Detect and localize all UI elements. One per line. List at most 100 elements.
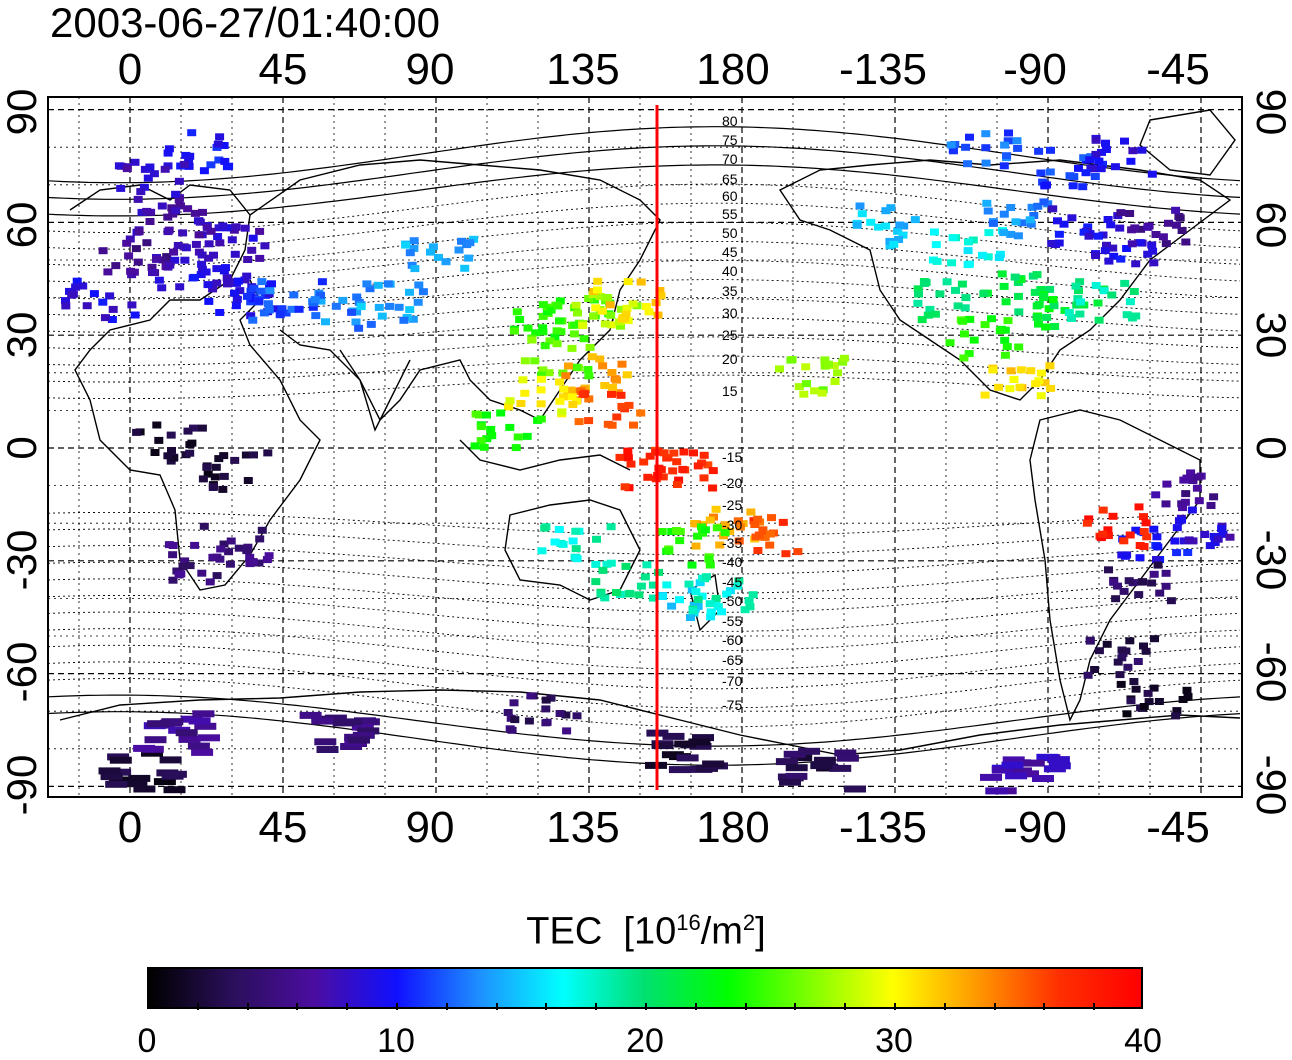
- tec-cell: [111, 262, 121, 270]
- tec-cell: [1110, 163, 1120, 171]
- tec-cell: [546, 694, 556, 702]
- tec-cell: [1074, 287, 1083, 295]
- tec-cell: [426, 248, 435, 256]
- tec-cell: [981, 130, 991, 138]
- tec-cell: [401, 241, 411, 249]
- tec-cell: [1170, 537, 1180, 545]
- colorbar-tick-label: 0: [137, 1022, 157, 1060]
- tec-cell: [1000, 141, 1010, 149]
- tec-cell: [377, 312, 387, 320]
- tec-cell: [196, 271, 206, 279]
- tec-cell: [783, 750, 806, 758]
- tec-cell: [687, 561, 697, 569]
- tec-cell: [963, 247, 973, 255]
- tec-cell: [294, 305, 304, 313]
- tec-cell: [708, 484, 718, 492]
- tec-cell: [248, 558, 258, 566]
- tec-cell: [175, 729, 198, 737]
- tec-cell: [1151, 231, 1161, 238]
- mlat-contour: [47, 594, 1241, 632]
- tec-cell: [240, 224, 250, 232]
- tec-cell: [895, 221, 905, 229]
- tec-cell: [366, 320, 376, 328]
- tec-cell: [263, 449, 273, 457]
- tec-cell: [122, 239, 132, 247]
- tec-cell: [538, 328, 548, 336]
- tec-cell: [852, 221, 862, 229]
- tec-cell: [555, 710, 565, 717]
- tec-cell: [181, 244, 191, 252]
- tec-cell: [898, 231, 908, 239]
- tec-cell: [405, 306, 415, 314]
- tec-cell: [311, 312, 321, 320]
- tec-cell: [68, 290, 78, 298]
- tec-cell: [212, 279, 222, 287]
- tec-cell: [246, 312, 256, 320]
- tec-cell: [558, 540, 568, 548]
- tec-cell: [836, 754, 859, 762]
- tec-cell: [925, 305, 935, 313]
- colorbar-title-text: TEC: [526, 910, 603, 953]
- tec-cell: [100, 773, 123, 781]
- tec-cell: [1125, 531, 1135, 539]
- tec-cell: [147, 720, 170, 728]
- tec-cell: [775, 758, 798, 766]
- contour-label: 25: [722, 327, 738, 343]
- tec-cell: [218, 222, 228, 230]
- tec-cell: [980, 391, 990, 399]
- tec-cell: [482, 411, 491, 419]
- tec-cell: [176, 570, 186, 578]
- tec-cell: [1029, 212, 1039, 219]
- tec-cell: [1137, 146, 1147, 154]
- tec-cell: [1001, 761, 1024, 769]
- tec-cell: [224, 548, 234, 556]
- tec-cell: [1149, 525, 1159, 533]
- tec-cell: [317, 278, 327, 286]
- tec-cell: [210, 473, 220, 481]
- mlat-contour: [47, 545, 1241, 575]
- mlat-contour: [47, 164, 1241, 217]
- tec-cell: [624, 401, 634, 409]
- tec-cell: [658, 593, 668, 600]
- map-frame: [47, 96, 1243, 798]
- tec-cell: [657, 528, 667, 535]
- tec-cell: [235, 287, 245, 295]
- tec-cell: [143, 174, 153, 182]
- tec-cell: [1027, 203, 1037, 211]
- tec-cell: [1032, 271, 1042, 279]
- contour-label: -45: [722, 574, 742, 590]
- tec-cell: [659, 449, 669, 457]
- tec-cell: [778, 518, 788, 526]
- tec-cell: [612, 589, 621, 596]
- tec-cell: [988, 366, 998, 374]
- tec-cell: [917, 316, 927, 324]
- tec-cell: [242, 272, 252, 280]
- tec-cell: [1016, 276, 1026, 283]
- tec-cell: [636, 409, 646, 417]
- colorbar-tick-label: 10: [377, 1022, 415, 1060]
- tec-cell: [509, 699, 519, 707]
- tec-cell: [1182, 686, 1192, 694]
- tec-cell: [965, 315, 975, 323]
- tec-cell: [579, 335, 589, 343]
- tec-cell: [1149, 684, 1159, 692]
- tec-cell: [191, 748, 214, 756]
- tec-cell: [964, 260, 974, 268]
- tec-cell: [596, 590, 606, 598]
- tec-cell: [89, 290, 99, 298]
- tec-cell: [672, 458, 682, 466]
- tec-cell: [206, 227, 216, 235]
- tec-cell: [78, 282, 88, 290]
- tec-cell: [169, 454, 179, 462]
- tec-cell: [1130, 224, 1140, 232]
- tec-cell: [1006, 230, 1016, 238]
- tec-cell: [127, 301, 137, 309]
- y-tick-right: -90: [1248, 754, 1292, 816]
- tec-cell: [984, 229, 994, 237]
- tec-cell: [1108, 244, 1118, 252]
- tec-cell: [691, 588, 701, 596]
- tec-cell: [787, 356, 797, 364]
- tec-cell: [314, 738, 337, 746]
- tec-cell: [810, 762, 833, 770]
- tec-cell: [541, 705, 551, 713]
